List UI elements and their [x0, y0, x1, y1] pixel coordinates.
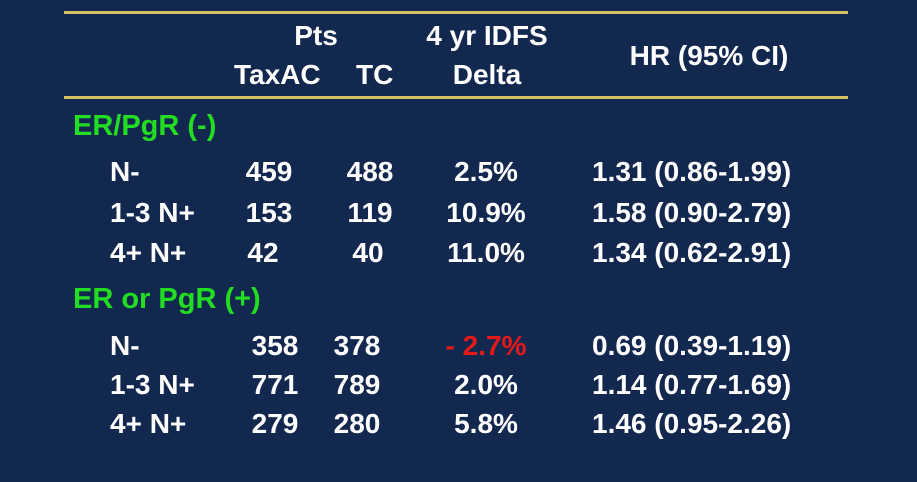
- row-hr: 1.34 (0.62-2.91): [592, 237, 792, 268]
- row-nodes: 4+ N+: [110, 408, 187, 439]
- row-tc: 280: [333, 408, 381, 439]
- row-delta: 2.5%: [454, 156, 518, 187]
- row-hr: 0.69 (0.39-1.19): [592, 330, 792, 361]
- row-tc: 789: [333, 369, 381, 400]
- row-tc: 40: [352, 237, 384, 268]
- row-nodes: 1-3 N+: [110, 369, 195, 400]
- row-nodes: N-: [110, 156, 140, 187]
- header-idfs-line2: Delta: [452, 59, 522, 90]
- header-pts: Pts: [294, 20, 338, 51]
- header-rule: [64, 96, 848, 99]
- header-taxac: TaxAC: [234, 59, 321, 90]
- row-tc: 488: [346, 156, 394, 187]
- row-delta-negative: - 2.7%: [445, 330, 527, 361]
- row-nodes: N-: [110, 330, 140, 361]
- row-taxac: 153: [245, 197, 293, 228]
- top-rule: [64, 11, 848, 14]
- row-nodes: 4+ N+: [110, 237, 187, 268]
- row-delta: 5.8%: [454, 408, 518, 439]
- row-hr: 1.14 (0.77-1.69): [592, 369, 792, 400]
- row-hr: 1.31 (0.86-1.99): [592, 156, 792, 187]
- row-taxac: 459: [245, 156, 293, 187]
- header-tc: TC: [356, 59, 394, 90]
- row-taxac: 358: [251, 330, 299, 361]
- row-delta: 11.0%: [447, 237, 525, 268]
- row-hr: 1.46 (0.95-2.26): [592, 408, 792, 439]
- row-tc: 119: [347, 197, 393, 228]
- header-hr: HR (95% CI): [629, 40, 789, 71]
- row-taxac: 279: [251, 408, 299, 439]
- row-taxac: 42: [247, 237, 279, 268]
- row-hr: 1.58 (0.90-2.79): [592, 197, 792, 228]
- row-tc: 378: [333, 330, 381, 361]
- row-nodes: 1-3 N+: [110, 197, 195, 228]
- header-idfs-line1: 4 yr IDFS: [426, 20, 548, 51]
- row-delta: 2.0%: [454, 369, 518, 400]
- group-label-er-or-pgr-positive: ER or PgR (+): [73, 283, 261, 315]
- row-delta: 10.9%: [446, 197, 526, 228]
- row-taxac: 771: [251, 369, 299, 400]
- group-label-er-pgr-negative: ER/PgR (-): [73, 110, 217, 142]
